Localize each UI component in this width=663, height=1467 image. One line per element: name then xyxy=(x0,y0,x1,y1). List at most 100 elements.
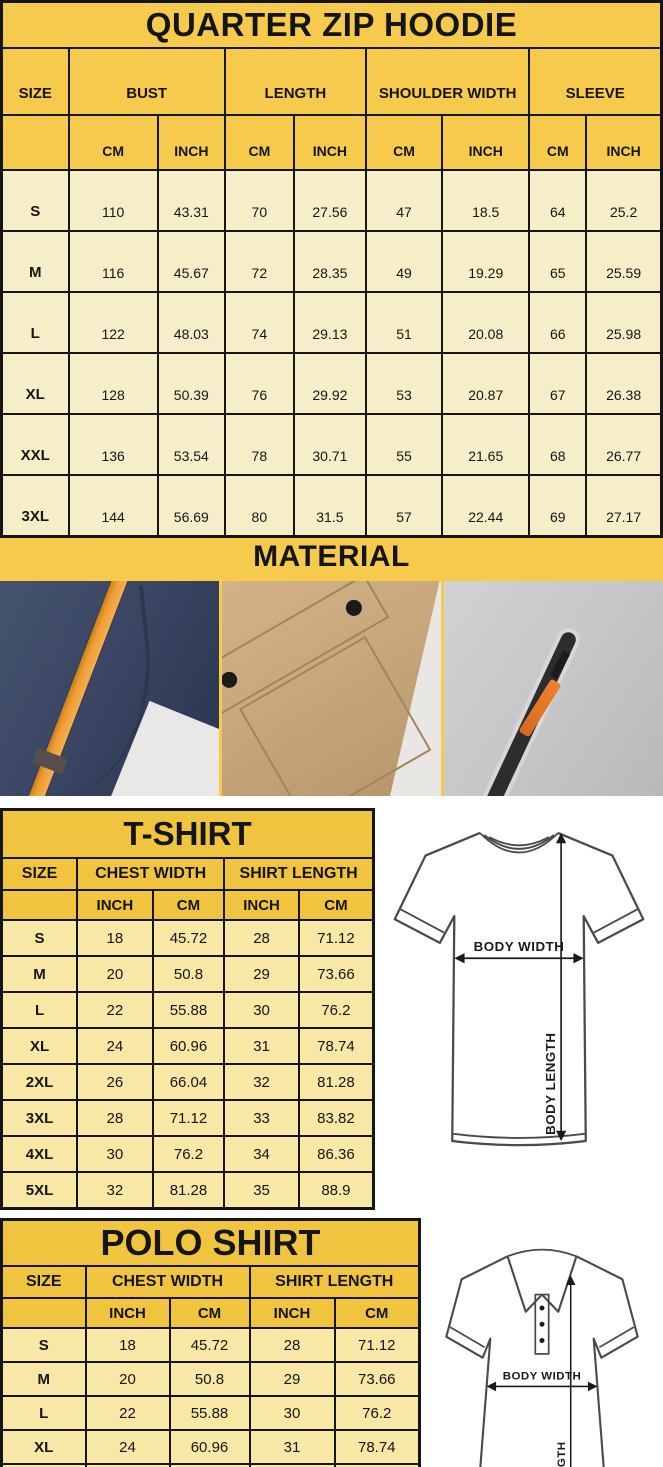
size-label: 3XL xyxy=(0,474,70,538)
unit-header: INCH xyxy=(441,114,531,171)
value-cell: 21.65 xyxy=(441,413,531,476)
body-length-label: BODY LENGTH xyxy=(543,1032,558,1134)
value-cell: 71.12 xyxy=(297,919,375,957)
material-photo-strip xyxy=(0,576,663,796)
value-cell: 66.04 xyxy=(168,1463,251,1467)
value-cell: 60.96 xyxy=(151,1027,226,1065)
value-cell: 53 xyxy=(364,352,444,415)
column-header-sleeve: SLEEVE xyxy=(528,47,663,116)
snap-button xyxy=(342,596,365,619)
body-length-label: BODY LENGTH xyxy=(556,1441,568,1467)
value-cell: 32 xyxy=(76,1171,154,1210)
value-cell: 27.17 xyxy=(585,474,663,538)
polo-size-table: POLO SHIRT SIZE CHEST WIDTH SHIRT LENGTH… xyxy=(0,1218,422,1467)
value-cell: 80 xyxy=(223,474,295,538)
value-cell: 31 xyxy=(223,1027,300,1065)
value-cell: 26 xyxy=(84,1463,171,1467)
value-cell: 20.08 xyxy=(441,291,531,354)
table-row: 5XL 32 81.28 35 88.9 xyxy=(0,1171,375,1210)
value-cell: 25.98 xyxy=(585,291,663,354)
tshirt-measure-diagram: BODY WIDTH BODY LENGTH xyxy=(375,796,663,1178)
value-cell: 60.96 xyxy=(168,1429,251,1465)
empty-cell xyxy=(0,889,79,921)
unit-header: INCH xyxy=(223,889,300,921)
column-header-size: SIZE xyxy=(0,1265,87,1299)
size-label: XXL xyxy=(0,413,70,476)
table-row: M 20 50.8 29 73.66 xyxy=(0,955,375,993)
value-cell: 18 xyxy=(84,1327,171,1363)
polo-table-title: POLO SHIRT xyxy=(0,1218,421,1267)
size-label: XL xyxy=(0,1429,87,1465)
polo-measure-diagram: BODY WIDTH BODY LENGTH xyxy=(421,1218,663,1467)
value-cell: 56.69 xyxy=(156,474,226,538)
unit-header: INCH xyxy=(248,1297,336,1329)
value-cell: 18 xyxy=(76,919,154,957)
value-cell: 57 xyxy=(364,474,444,538)
value-cell: 32 xyxy=(223,1063,300,1101)
value-cell: 26 xyxy=(76,1063,154,1101)
value-cell: 67 xyxy=(528,352,588,415)
empty-cell xyxy=(0,114,70,171)
value-cell: 78.74 xyxy=(297,1027,375,1065)
value-cell: 83.82 xyxy=(297,1099,375,1137)
size-label: M xyxy=(0,1361,87,1397)
table-row: 2XL 26 66.04 32 81.28 xyxy=(0,1063,375,1101)
value-cell: 55.88 xyxy=(151,991,226,1029)
value-cell: 31 xyxy=(248,1429,336,1465)
value-cell: 72 xyxy=(223,230,295,293)
value-cell: 28 xyxy=(248,1327,336,1363)
value-cell: 28 xyxy=(223,919,300,957)
column-header-shoulder-width: SHOULDER WIDTH xyxy=(364,47,531,116)
value-cell: 136 xyxy=(67,413,159,476)
unit-header: CM xyxy=(297,889,375,921)
unit-header: CM xyxy=(67,114,159,171)
value-cell: 30 xyxy=(76,1135,154,1173)
value-cell: 51 xyxy=(364,291,444,354)
value-cell: 128 xyxy=(67,352,159,415)
table-row: L 22 55.88 30 76.2 xyxy=(0,1395,421,1431)
collar-right-flap xyxy=(541,1255,578,1313)
left-sleeve-hem xyxy=(449,1326,486,1348)
size-label: M xyxy=(0,955,79,993)
value-cell: 31.5 xyxy=(292,474,367,538)
value-cell: 50.8 xyxy=(168,1361,251,1397)
value-cell: 20.87 xyxy=(441,352,531,415)
value-cell: 45.72 xyxy=(151,919,226,957)
size-label: S xyxy=(0,1327,87,1363)
value-cell: 35 xyxy=(223,1171,300,1210)
value-cell: 144 xyxy=(67,474,159,538)
value-cell: 76.2 xyxy=(333,1395,421,1431)
left-sleeve-hem xyxy=(399,908,445,934)
unit-header: INCH xyxy=(292,114,367,171)
table-row: M 20 50.8 29 73.66 xyxy=(0,1361,421,1397)
value-cell: 45.72 xyxy=(168,1327,251,1363)
unit-header-row: INCH CM INCH CM xyxy=(0,889,375,921)
right-sleeve-hem xyxy=(593,908,639,934)
value-cell: 24 xyxy=(76,1027,154,1065)
value-cell: 20 xyxy=(84,1361,171,1397)
value-cell: 20 xyxy=(76,955,154,993)
value-cell: 29 xyxy=(223,955,300,993)
value-cell: 65 xyxy=(528,230,588,293)
value-cell: 30 xyxy=(223,991,300,1029)
column-header-shirt-length: SHIRT LENGTH xyxy=(223,857,375,891)
collar-left-flap xyxy=(506,1255,543,1313)
polo-section: POLO SHIRT SIZE CHEST WIDTH SHIRT LENGTH… xyxy=(0,1218,663,1467)
table-row: 2XL 26 66.04 32 81.28 xyxy=(0,1463,421,1467)
size-label: L xyxy=(0,291,70,354)
size-label: L xyxy=(0,1395,87,1431)
table-row: XL 24 60.96 31 78.74 xyxy=(0,1429,421,1465)
value-cell: 73.66 xyxy=(333,1361,421,1397)
tshirt-size-table: T-SHIRT SIZE CHEST WIDTH SHIRT LENGTH IN… xyxy=(0,808,375,1210)
unit-header: INCH xyxy=(84,1297,171,1329)
column-header-shirt-length: SHIRT LENGTH xyxy=(248,1265,421,1299)
table-row: L 22 55.88 30 76.2 xyxy=(0,991,375,1029)
material-photo-khaki-pocket xyxy=(222,581,441,796)
table-row: 3XL 28 71.12 33 83.82 xyxy=(0,1099,375,1137)
value-cell: 71.12 xyxy=(333,1327,421,1363)
flap-pocket xyxy=(222,581,441,796)
value-cell: 24 xyxy=(84,1429,171,1465)
value-cell: 30.71 xyxy=(292,413,367,476)
column-header-size: SIZE xyxy=(0,857,79,891)
